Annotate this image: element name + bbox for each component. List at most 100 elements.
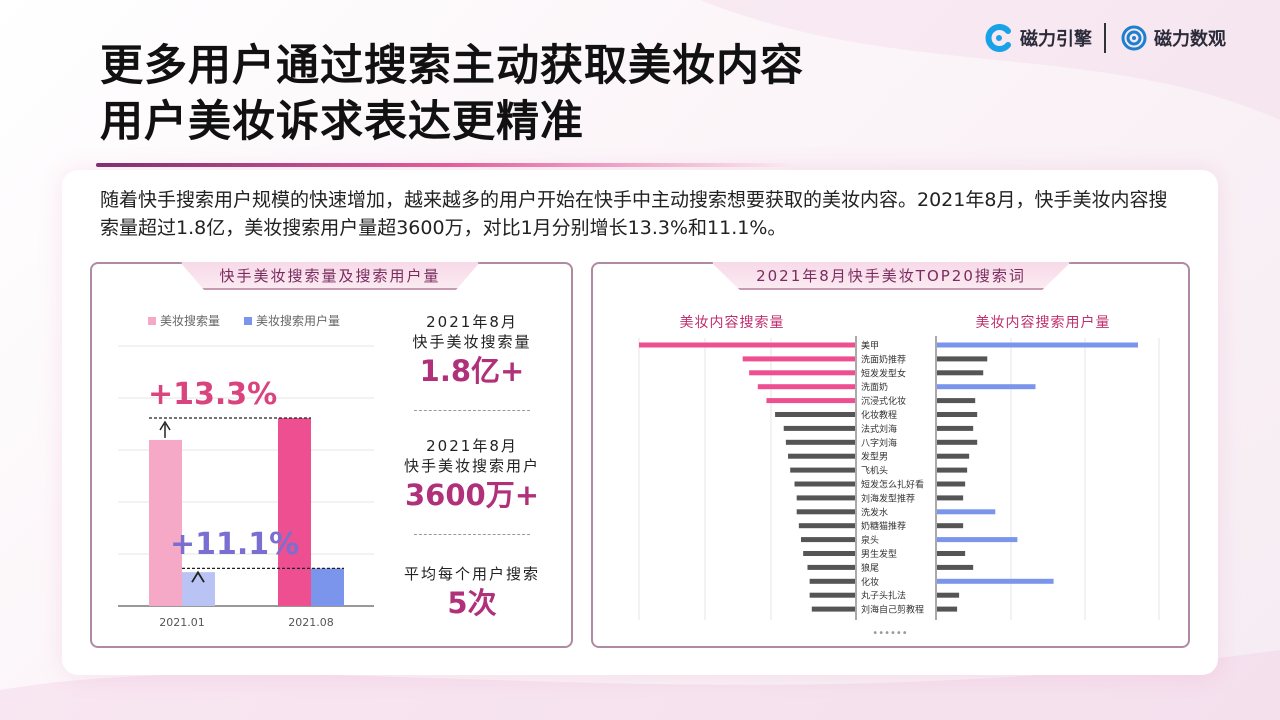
category-label: 洗面奶推荐 <box>861 353 906 365</box>
stat-search-volume: 2021年8月 快手美妆搜索量 1.8亿+ <box>372 312 572 390</box>
bar-search-11 <box>796 495 855 501</box>
page-title: 更多用户通过搜索主动获取美妆内容 用户美妆诉求表达更精准 <box>100 38 900 150</box>
bar-search-18 <box>809 592 855 598</box>
bar-users-14 <box>937 537 1018 543</box>
bar-users-17 <box>937 578 1054 584</box>
category-label: 美甲 <box>861 340 879 352</box>
bar-users-11 <box>937 495 964 501</box>
bar-search-6 <box>783 425 855 431</box>
category-label: 洗面奶 <box>861 381 888 393</box>
search-volume-chart: 美妆搜索量 美妆搜索用户量 2021.01 2021.08 +13.3% +11.1% <box>118 313 374 629</box>
bar-users-4 <box>937 398 976 404</box>
bar-users-1 <box>937 356 988 362</box>
bar-users-18 <box>937 592 960 598</box>
bar-search-12 <box>796 509 855 515</box>
bar-users-7 <box>937 439 978 445</box>
stat-label: 2021年8月 <box>426 437 518 455</box>
bar-search-10 <box>794 481 855 487</box>
bar-search-0 <box>639 342 855 348</box>
stat-label: 快手美妆搜索量 <box>412 333 532 351</box>
bar-2021.08-0 <box>278 418 311 606</box>
bar-users-12 <box>937 509 996 515</box>
bar-users-5 <box>937 412 978 417</box>
category-label: 化妆 <box>861 576 879 588</box>
chart-bars <box>149 418 344 606</box>
x-tick-label: 2021.01 <box>159 616 205 629</box>
bar-users-15 <box>937 551 966 556</box>
bar-users-10 <box>937 481 966 487</box>
stat-divider <box>414 410 530 411</box>
bar-users-16 <box>937 564 974 570</box>
category-label: 奶糖猫推荐 <box>861 520 906 532</box>
growth-label-search: +13.3% <box>148 377 277 412</box>
bar-2021.01-0 <box>149 439 182 606</box>
bar-users-13 <box>937 523 964 529</box>
title-line-1: 更多用户通过搜索主动获取美妆内容 <box>100 41 804 91</box>
category-label: 男生发型 <box>861 548 897 560</box>
category-label: 洗发水 <box>861 506 888 518</box>
top20-butterfly-chart: 美妆内容搜索量 美妆内容搜索用户量 美甲洗面奶推荐短发发型女洗面奶沉浸式化妆化妆… <box>638 314 1160 639</box>
bar-search-8 <box>788 453 855 459</box>
bar-users-0 <box>937 342 1138 348</box>
category-label: 飞机头 <box>861 465 888 477</box>
bar-users-3 <box>937 384 1036 390</box>
chart-annotations: +13.3% +11.1% <box>148 377 344 583</box>
category-label: 泉头 <box>861 534 879 546</box>
category-label: 发型男 <box>861 451 888 463</box>
stat-value: 3600万+ <box>404 478 539 512</box>
bar-2021.01-1 <box>182 572 215 606</box>
right-series-header: 美妆内容搜索用户量 <box>976 314 1111 331</box>
chart-legend: 美妆搜索量 美妆搜索用户量 <box>148 313 340 328</box>
bar-users-8 <box>937 453 970 459</box>
growth-label-users: +11.1% <box>170 527 299 562</box>
bar-users-9 <box>937 467 968 473</box>
bar-search-15 <box>803 551 855 556</box>
bar-search-2 <box>749 370 855 376</box>
bar-search-14 <box>801 537 855 543</box>
stat-average-searches: 平均每个用户搜索 5次 <box>372 564 572 622</box>
category-label: 丸子头扎法 <box>861 590 906 602</box>
stat-label: 快手美妆搜索用户 <box>403 457 540 475</box>
bar-search-7 <box>785 439 855 445</box>
category-label: 短发怎么扎好看 <box>861 479 924 491</box>
bar-search-3 <box>757 384 855 390</box>
arrow-head <box>159 420 171 431</box>
top20-panel-tab: 2021年8月快手美妆TOP20搜索词 <box>711 262 1071 290</box>
stat-divider <box>414 534 530 535</box>
chart-category-labels: 美甲洗面奶推荐短发发型女洗面奶沉浸式化妆化妆教程法式刘海八字刘海发型男飞机头短发… <box>861 340 924 616</box>
legend-label: 美妆搜索用户量 <box>256 313 340 328</box>
category-label: 化妆教程 <box>861 409 897 421</box>
bar-search-19 <box>811 606 855 612</box>
bar-search-16 <box>807 564 855 570</box>
logo-divider <box>1104 23 1106 53</box>
title-line-2: 用户美妆诉求表达更精准 <box>100 97 584 147</box>
top20-panel: 2021年8月快手美妆TOP20搜索词 美妆内容搜索量 美妆内容搜索用户量 美甲… <box>591 262 1190 648</box>
arrow-head <box>191 570 205 583</box>
more-indicator: •••••• <box>872 628 907 639</box>
category-label: 狼尾 <box>861 562 879 574</box>
logo-cili-data: 磁力数观 <box>1120 24 1226 52</box>
category-label: 刘海自己剪教程 <box>861 604 924 616</box>
bar-users-2 <box>937 370 984 376</box>
x-tick-label: 2021.08 <box>288 616 334 629</box>
category-label: 八字刘海 <box>861 437 897 449</box>
left-series-header: 美妆内容搜索量 <box>680 314 785 331</box>
stat-value: 5次 <box>447 586 497 620</box>
legend-swatch <box>244 317 252 325</box>
bar-search-9 <box>790 467 855 473</box>
chart-x-labels: 2021.01 2021.08 <box>159 616 334 629</box>
bar-users-6 <box>937 425 974 431</box>
logo-text-1: 磁力引擎 <box>1020 29 1092 50</box>
cili-engine-icon <box>985 24 1011 52</box>
bar-search-1 <box>742 356 855 362</box>
bar-users-19 <box>937 606 958 612</box>
legend-label: 美妆搜索量 <box>160 313 220 328</box>
bar-2021.08-1 <box>311 568 344 606</box>
bar-search-13 <box>798 523 855 529</box>
brand-logos: 磁力引擎 磁力数观 <box>984 20 1254 56</box>
bar-search-4 <box>766 398 855 404</box>
bar-search-17 <box>809 578 855 584</box>
category-label: 短发发型女 <box>861 367 906 379</box>
stat-value: 1.8亿+ <box>419 354 525 388</box>
cili-data-icon <box>1121 25 1147 51</box>
